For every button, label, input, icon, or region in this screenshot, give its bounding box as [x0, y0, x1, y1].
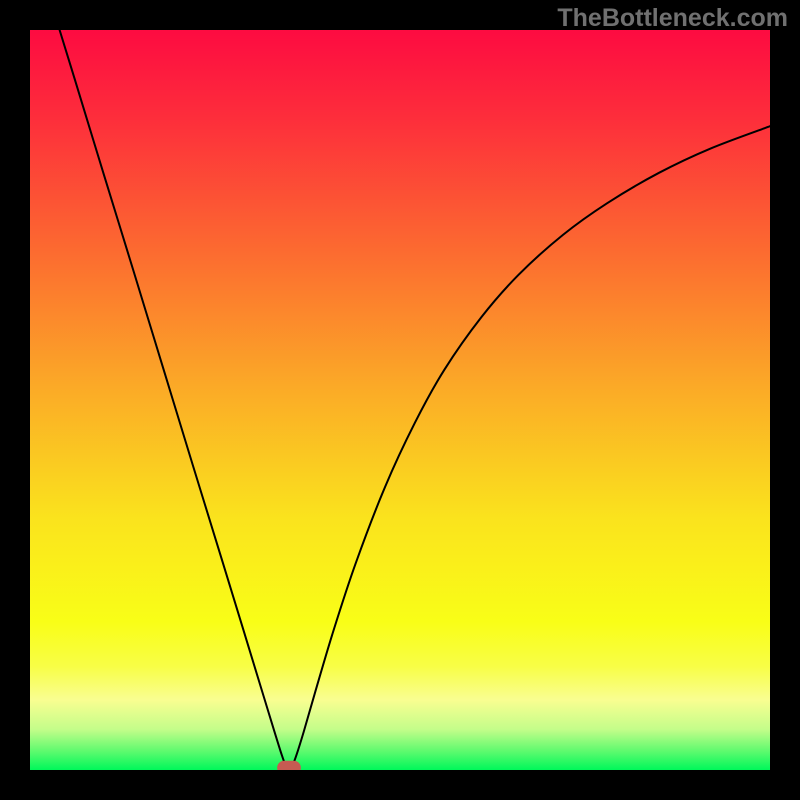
chart-container: TheBottleneck.com	[0, 0, 800, 800]
plot-area	[30, 30, 770, 770]
optimum-marker	[277, 761, 301, 770]
plot-svg	[30, 30, 770, 770]
plot-background	[30, 30, 770, 770]
watermark-label: TheBottleneck.com	[557, 4, 788, 33]
